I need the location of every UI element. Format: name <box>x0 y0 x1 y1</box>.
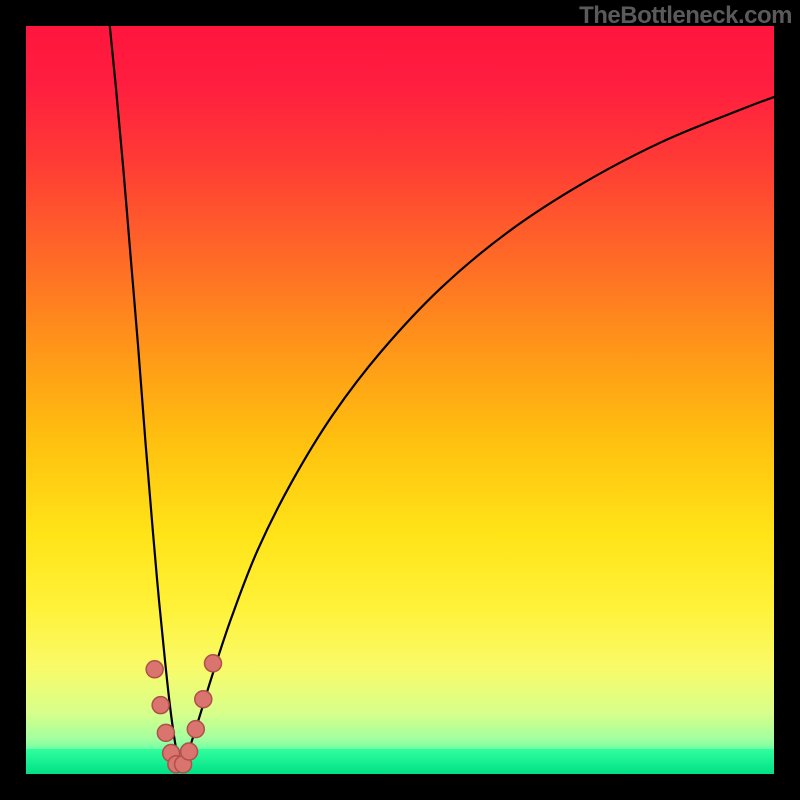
curve-right-branch <box>181 97 774 768</box>
marker-dot <box>152 697 169 714</box>
marker-dot <box>181 743 198 760</box>
marker-dot <box>157 724 174 741</box>
marker-dot <box>146 661 163 678</box>
bottleneck-curve <box>26 26 774 774</box>
watermark-text: TheBottleneck.com <box>579 2 792 30</box>
marker-dot <box>187 721 204 738</box>
curve-left-branch <box>110 26 181 768</box>
marker-dot <box>205 655 222 672</box>
plot-area <box>26 26 774 774</box>
marker-dot <box>195 691 212 708</box>
marker-group <box>146 655 221 773</box>
